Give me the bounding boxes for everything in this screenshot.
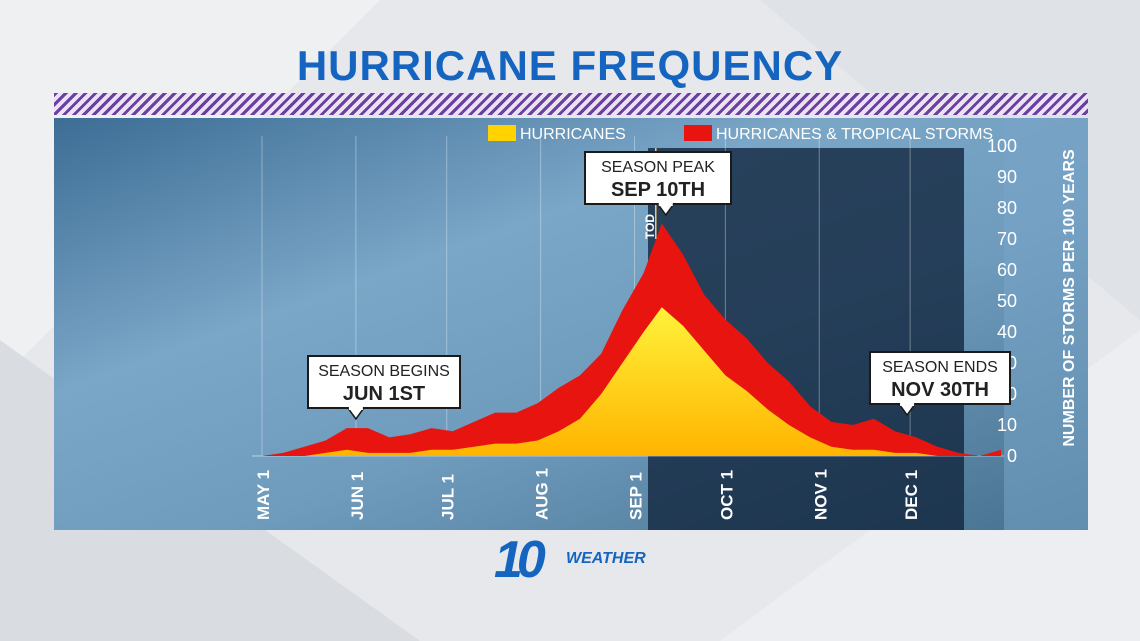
legend-label-hurricanes: HURRICANES [520,126,626,143]
callout-line2: SEP 10TH [611,179,705,201]
y-tick-label: 100 [987,136,1017,156]
y-tick-label: 0 [1007,446,1017,466]
callout-box [307,355,461,409]
callout-joint [348,406,363,410]
area-hurricanes-and-tropical-storms [262,223,1001,456]
x-tick-label: NOV 1 [811,469,830,520]
callout-line1: SEASON BEGINS [318,363,450,380]
callout-joint [900,402,915,406]
x-tick-label: SEP 1 [627,472,646,520]
callout-line1: SEASON PEAK [601,159,715,176]
x-tick-label: DEC 1 [902,470,921,520]
axis-strip [1004,118,1088,530]
legend-swatch-tropical-storms [684,125,712,141]
annotation-callout: SEASON ENDS NOV 30TH [869,351,1011,417]
today-marker-label: TOD [643,214,657,239]
y-tick-label: 10 [997,415,1017,435]
x-tick-label: JUL 1 [439,474,458,520]
y-tick-label: 90 [997,167,1017,187]
chart-panel: TOD MAY 1 JUN 1 JUL 1 AUG 1 SEP 1 OCT 1 NOV 1 D… [54,118,1088,530]
legend-swatch-hurricanes [488,125,516,141]
y-tick-label: 60 [997,260,1017,280]
callout-joint [658,202,673,206]
x-tick-label: AUG 1 [533,468,552,520]
page-title: HURRICANE FREQUENCY [296,42,844,89]
callout-line1: SEASON ENDS [882,359,998,376]
area-hurricanes [262,307,1001,456]
y-tick-label: 50 [997,291,1017,311]
logo-text: WEATHER [566,550,646,567]
y-tick-label: 70 [997,229,1017,249]
x-tick-label: JUN 1 [348,472,367,520]
station-logo: 10 WEATHER [494,531,654,589]
annotation-callout: SEASON PEAK SEP 10TH [584,151,732,217]
title-divider [54,93,1088,115]
callout-line2: JUN 1ST [343,383,425,405]
y-tick-label: 80 [997,198,1017,218]
x-tick-label: OCT 1 [717,470,736,520]
logo-number: 10 [494,531,546,589]
x-tick-label: MAY 1 [254,470,273,520]
legend-label-tropical-storms: HURRICANES & TROPICAL STORMS [716,126,993,143]
hurricane-frequency-chart: TOD MAY 1 JUN 1 JUL 1 AUG 1 SEP 1 OCT 1 NOV 1 D… [252,125,1078,520]
callout-line2: NOV 30TH [891,379,989,401]
y-tick-label: 40 [997,322,1017,342]
annotation-callout: SEASON BEGINS JUN 1ST [307,355,461,421]
y-axis-label: NUMBER OF STORMS PER 100 YEARS [1061,149,1078,447]
callout-box [584,151,732,205]
callout-box [869,351,1011,405]
